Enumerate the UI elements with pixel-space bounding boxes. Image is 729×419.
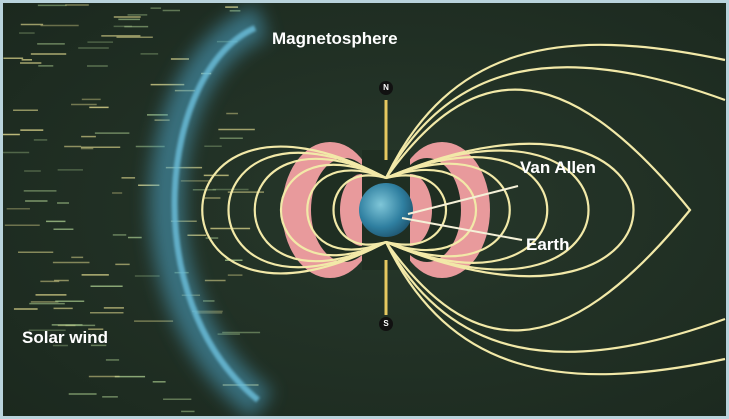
field-line-tail	[385, 88, 692, 332]
field-line-open	[385, 66, 726, 179]
earth	[359, 183, 413, 237]
bow-shock	[171, 25, 260, 403]
north-label: N	[383, 83, 389, 92]
field-line-night	[385, 149, 590, 271]
field-line-day	[332, 174, 387, 246]
north-marker	[379, 81, 393, 95]
field-line-night	[385, 162, 511, 258]
field-line-open	[385, 241, 726, 353]
field-line-night	[385, 174, 447, 246]
bow-shock-glow	[149, 5, 273, 419]
field-line-day	[306, 169, 387, 251]
field-line-night	[385, 156, 549, 264]
field-line-night	[385, 168, 477, 252]
solar-wind-label: Solar wind	[22, 328, 108, 347]
earth-pointer	[401, 217, 523, 241]
field-line-day	[201, 145, 387, 275]
south-marker	[379, 317, 393, 331]
van-allen-label: Van Allen	[520, 158, 596, 177]
field-line-open	[385, 43, 726, 179]
magnetosphere-label: Magnetosphere	[272, 29, 398, 48]
field-line-day	[280, 163, 387, 257]
field-line-open	[385, 241, 726, 376]
van-allen-pointer	[407, 185, 519, 215]
field-line-day	[227, 151, 387, 269]
field-lines	[201, 43, 726, 376]
earth-label: Earth	[526, 235, 569, 254]
south-label: S	[383, 319, 389, 328]
field-line-day	[253, 157, 387, 263]
field-line-night	[385, 142, 635, 278]
